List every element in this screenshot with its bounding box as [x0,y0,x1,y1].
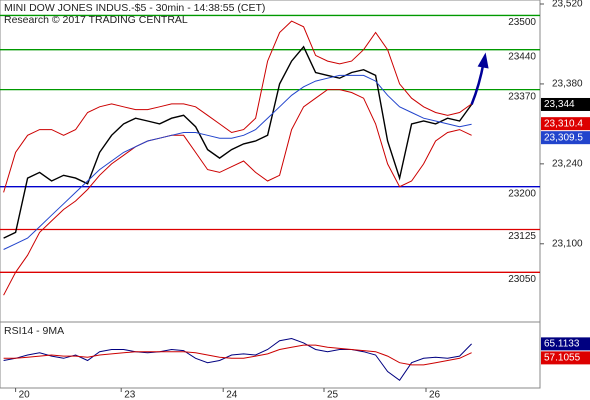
chart-title: MINI DOW JONES INDUS.-$5 - 30min - 14:38… [4,2,265,14]
chart-subtitle: Research © 2017 TRADING CENTRAL [4,14,188,26]
level-label: 23440 [508,51,536,62]
price-tag [541,131,590,145]
main-panel [0,0,541,323]
price-tag [541,117,590,131]
level-label: 23125 [508,231,536,242]
x-tick-label: 20 [19,390,31,400]
series-line [3,20,472,193]
level-label: 23050 [508,274,536,285]
forecast-arrowhead [477,52,489,69]
price-tag-label: 23,344 [544,99,575,110]
y-tick-label: 23,520 [552,0,583,10]
series-line [3,74,472,250]
price-tag [541,97,590,111]
x-tick-label: 25 [327,390,339,400]
level-label: 23370 [508,91,536,102]
series-line [3,344,472,366]
x-tick-label: 26 [429,390,441,400]
y-tick-label: 23,380 [552,79,583,90]
rsi-panel [0,321,541,389]
price-tag [541,351,590,365]
series-line [3,89,472,296]
series-line [3,337,472,382]
level-label: 23200 [508,188,536,199]
x-tick-label: 24 [226,390,238,400]
price-tag [541,337,590,351]
series-line [3,45,473,239]
price-tag-label: 57.1055 [544,353,581,364]
y-tick-label: 23,100 [552,238,583,249]
y-tick-label: 23,240 [552,158,583,169]
level-label: 23500 [508,17,536,28]
price-tag-label: 23,309.5 [544,132,583,143]
price-tag-label: 23,310.4 [544,118,583,129]
x-tick-label: 23 [124,390,136,400]
price-tag-label: 65.1133 [544,339,580,350]
rsi-title: RSI14 - 9MA [4,325,64,337]
